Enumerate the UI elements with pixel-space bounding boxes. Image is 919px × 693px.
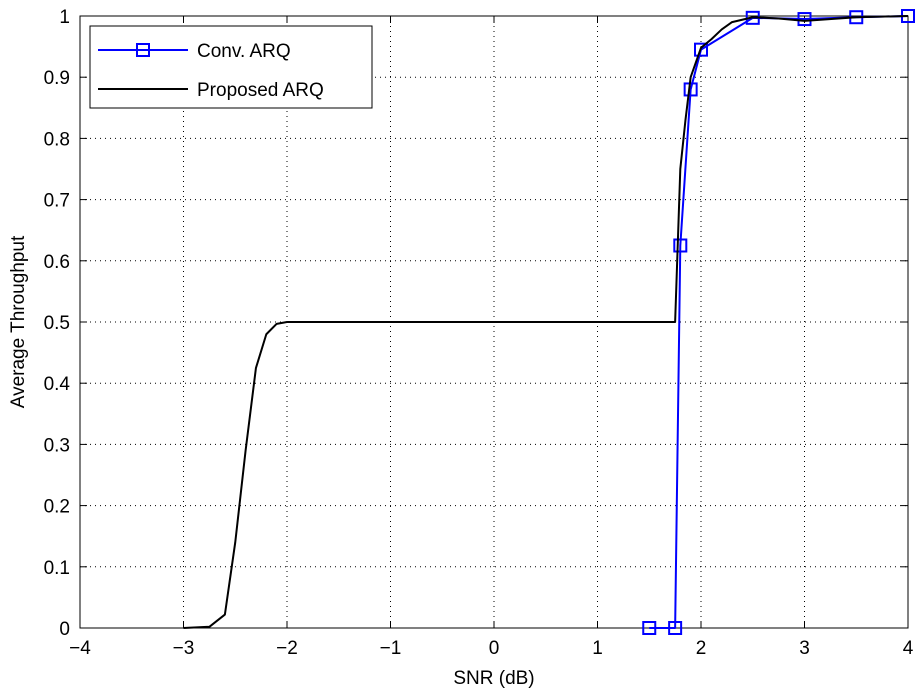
axis-ticks [79, 15, 909, 629]
y-tick-label: 0 [59, 619, 70, 640]
y-axis-label: Average Throughput [8, 235, 29, 408]
y-tick-label: 0.7 [44, 191, 70, 212]
series-line-proposed-arq [183, 15, 909, 629]
legend-box [89, 25, 373, 109]
x-tick-label: 2 [696, 638, 707, 659]
y-tick-label: 0.8 [44, 129, 70, 150]
x-tick-label: −3 [173, 638, 195, 659]
x-tick-label: 3 [799, 638, 810, 659]
x-tick-label: 0 [489, 638, 500, 659]
legend-marker-conv-arq [136, 43, 150, 57]
data-point-conv-arq [668, 621, 683, 635]
x-tick-label: −1 [380, 638, 402, 659]
x-tick-label: 1 [592, 638, 603, 659]
x-tick-labels: −4 −3 −2 −1 0 1 2 3 4 [69, 638, 914, 659]
legend-label-conv-arq: Conv. ARQ [197, 41, 291, 62]
y-tick-label: 0.4 [44, 374, 71, 395]
data-point-conv-arq [797, 12, 812, 27]
legend-label-proposed-arq: Proposed ARQ [197, 80, 324, 101]
data-point-conv-arq [673, 238, 688, 253]
y-tick-label: 0.3 [44, 435, 70, 456]
x-axis-label: SNR (dB) [453, 668, 534, 689]
y-tick-label: 0.5 [44, 313, 70, 334]
legend: Conv. ARQ Proposed ARQ [89, 25, 373, 109]
y-tick-label: 0.9 [44, 68, 70, 89]
y-tick-label: 1 [59, 7, 70, 28]
data-point-conv-arq [642, 621, 657, 635]
y-tick-labels: 0 0.1 0.2 0.3 0.4 0.5 0.6 0.7 0.8 0.9 1 [44, 7, 71, 640]
x-tick-label: −4 [69, 638, 91, 659]
x-tick-label: −2 [276, 638, 298, 659]
data-point-conv-arq [694, 42, 708, 57]
y-tick-label: 0.1 [44, 558, 70, 579]
y-tick-label: 0.6 [44, 252, 70, 273]
x-tick-label: 4 [903, 638, 914, 659]
series-layer [183, 9, 915, 635]
y-tick-label: 0.2 [44, 497, 70, 518]
